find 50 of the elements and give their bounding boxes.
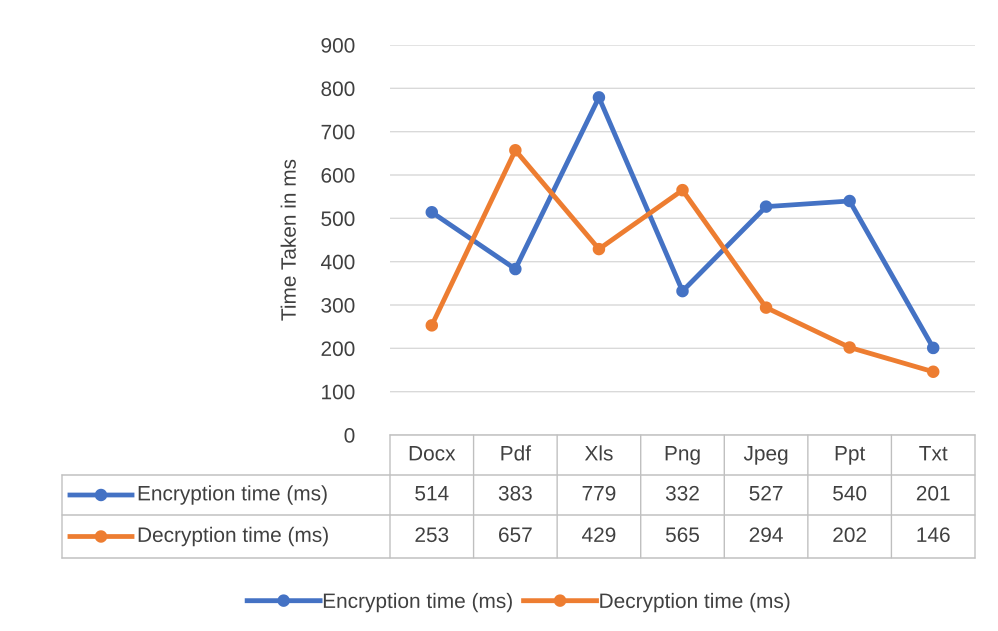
data-label: 146 bbox=[917, 527, 950, 542]
point bbox=[676, 284, 689, 298]
data-label: 332 bbox=[666, 486, 699, 501]
legend-label: Encryption time (ms) bbox=[138, 485, 327, 505]
data-label: 202 bbox=[833, 527, 866, 542]
point bbox=[426, 206, 438, 219]
point bbox=[509, 262, 522, 276]
y-tick-label: 400 bbox=[321, 254, 354, 270]
y-tick-label: 800 bbox=[321, 81, 354, 96]
y-tick-label: 900 bbox=[322, 38, 354, 53]
data-label: 540 bbox=[833, 486, 866, 501]
y-tick-label: 500 bbox=[321, 211, 354, 226]
legend-label: Decryption time (ms) bbox=[138, 526, 328, 546]
point bbox=[592, 242, 606, 256]
data-label: 779 bbox=[582, 486, 616, 501]
data-label: 383 bbox=[498, 486, 532, 501]
point bbox=[426, 319, 438, 332]
point bbox=[926, 342, 940, 354]
data-label: 429 bbox=[582, 527, 616, 542]
x-tick-label: Png bbox=[666, 446, 700, 465]
data-label: 294 bbox=[750, 527, 783, 542]
x-tick-label: Ppt bbox=[836, 446, 866, 465]
point bbox=[592, 91, 606, 104]
y-tick-label: 0 bbox=[344, 428, 354, 443]
point bbox=[509, 144, 522, 157]
data-label: 527 bbox=[750, 486, 782, 501]
text: Decryption time (ms) bbox=[600, 592, 790, 612]
y-axis-title: Time Taken in ms bbox=[280, 160, 296, 321]
point bbox=[843, 341, 856, 354]
x-tick-label: Jpeg bbox=[744, 446, 788, 465]
data-label: 514 bbox=[415, 486, 449, 501]
x-tick-label: Txt bbox=[919, 446, 948, 461]
data-label: 657 bbox=[499, 527, 532, 542]
point bbox=[676, 184, 689, 196]
y-tick-label: 600 bbox=[322, 168, 354, 183]
x-tick-label: Xls bbox=[584, 445, 613, 461]
y-tick-label: 300 bbox=[321, 298, 354, 313]
y-tick-label: 700 bbox=[322, 124, 354, 140]
data-label: 253 bbox=[415, 527, 448, 542]
point bbox=[926, 365, 940, 378]
y-tick-label: 200 bbox=[322, 341, 354, 356]
x-tick-label: Pdf bbox=[501, 445, 532, 461]
text: Encryption time (ms) bbox=[324, 592, 512, 612]
y-tick-label: 100 bbox=[322, 384, 354, 400]
data-label: 201 bbox=[916, 486, 950, 501]
point bbox=[843, 194, 856, 208]
data-label: 565 bbox=[666, 527, 700, 542]
point bbox=[760, 301, 772, 314]
x-tick-label: Docx bbox=[410, 446, 456, 461]
point bbox=[760, 200, 772, 213]
